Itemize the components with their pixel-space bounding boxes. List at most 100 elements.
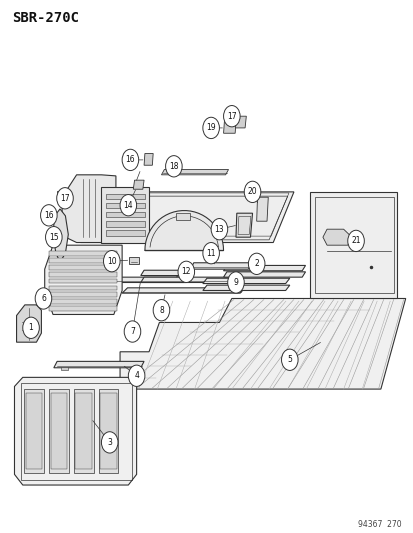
Polygon shape: [176, 213, 190, 220]
Polygon shape: [105, 230, 145, 236]
Text: 3: 3: [107, 438, 112, 447]
Text: 2: 2: [254, 260, 259, 268]
Polygon shape: [24, 389, 44, 473]
Polygon shape: [14, 377, 136, 485]
Polygon shape: [81, 192, 293, 243]
Circle shape: [153, 300, 169, 321]
Polygon shape: [235, 213, 252, 237]
Circle shape: [45, 227, 62, 248]
Text: 11: 11: [206, 249, 215, 257]
Polygon shape: [129, 257, 138, 264]
Polygon shape: [49, 279, 116, 284]
Circle shape: [244, 181, 260, 203]
Polygon shape: [105, 203, 145, 208]
Text: 4: 4: [134, 372, 139, 380]
Circle shape: [211, 219, 227, 240]
Polygon shape: [101, 187, 149, 243]
Polygon shape: [17, 305, 41, 342]
Circle shape: [178, 261, 194, 282]
Circle shape: [122, 149, 138, 171]
Text: 19: 19: [206, 124, 216, 132]
Text: 17: 17: [226, 112, 236, 120]
Circle shape: [57, 188, 73, 209]
Polygon shape: [235, 116, 246, 128]
Circle shape: [128, 365, 145, 386]
Polygon shape: [49, 292, 116, 297]
Text: 17: 17: [60, 194, 70, 203]
Text: 21: 21: [351, 237, 360, 245]
Polygon shape: [49, 299, 116, 304]
Text: 12: 12: [181, 268, 190, 276]
Polygon shape: [49, 306, 116, 311]
Text: 14: 14: [123, 201, 133, 209]
Polygon shape: [310, 192, 396, 298]
Polygon shape: [50, 393, 67, 469]
Circle shape: [124, 321, 140, 342]
Polygon shape: [120, 298, 405, 389]
Polygon shape: [100, 393, 116, 469]
Circle shape: [40, 205, 57, 226]
Polygon shape: [105, 212, 145, 217]
Polygon shape: [62, 175, 116, 243]
Text: 13: 13: [214, 225, 224, 233]
Text: 6: 6: [41, 294, 46, 303]
Text: 5: 5: [287, 356, 292, 364]
Polygon shape: [140, 277, 189, 282]
Circle shape: [202, 117, 219, 139]
Text: 20: 20: [247, 188, 257, 196]
Polygon shape: [140, 270, 189, 276]
Circle shape: [35, 288, 52, 309]
Polygon shape: [49, 252, 116, 256]
Polygon shape: [49, 265, 116, 270]
Polygon shape: [61, 367, 68, 370]
Circle shape: [101, 432, 118, 453]
Circle shape: [347, 230, 363, 252]
Text: 16: 16: [125, 156, 135, 164]
Circle shape: [281, 349, 297, 370]
Polygon shape: [101, 277, 231, 282]
Polygon shape: [202, 278, 289, 284]
Text: 94367  270: 94367 270: [357, 520, 401, 529]
Polygon shape: [133, 180, 144, 189]
Circle shape: [103, 251, 120, 272]
Circle shape: [223, 106, 240, 127]
Polygon shape: [256, 197, 268, 221]
Circle shape: [165, 156, 182, 177]
Polygon shape: [57, 191, 67, 201]
Circle shape: [248, 253, 264, 274]
Polygon shape: [105, 221, 145, 227]
Circle shape: [23, 317, 39, 338]
Polygon shape: [223, 122, 235, 133]
Polygon shape: [53, 209, 68, 262]
Polygon shape: [202, 285, 289, 290]
Polygon shape: [223, 272, 305, 277]
Text: 8: 8: [159, 306, 164, 314]
Polygon shape: [144, 154, 153, 165]
Text: 9: 9: [233, 278, 238, 287]
Circle shape: [227, 272, 244, 293]
Text: 18: 18: [169, 162, 178, 171]
Polygon shape: [105, 194, 145, 199]
Polygon shape: [45, 245, 122, 314]
Polygon shape: [26, 393, 42, 469]
Polygon shape: [190, 263, 251, 269]
Text: 16: 16: [44, 211, 54, 220]
Text: 15: 15: [49, 233, 59, 241]
Polygon shape: [75, 393, 92, 469]
Polygon shape: [145, 211, 223, 251]
Circle shape: [120, 195, 136, 216]
Polygon shape: [223, 265, 305, 271]
Text: 10: 10: [107, 257, 116, 265]
Polygon shape: [49, 272, 116, 277]
Polygon shape: [49, 286, 116, 290]
Polygon shape: [49, 259, 116, 263]
Text: SBR-270C: SBR-270C: [12, 11, 79, 25]
Polygon shape: [45, 209, 53, 220]
Circle shape: [202, 243, 219, 264]
Text: 1: 1: [28, 324, 33, 332]
Polygon shape: [322, 229, 351, 245]
Polygon shape: [54, 361, 144, 368]
Polygon shape: [122, 288, 244, 293]
Polygon shape: [49, 389, 69, 473]
Text: 7: 7: [130, 327, 135, 336]
